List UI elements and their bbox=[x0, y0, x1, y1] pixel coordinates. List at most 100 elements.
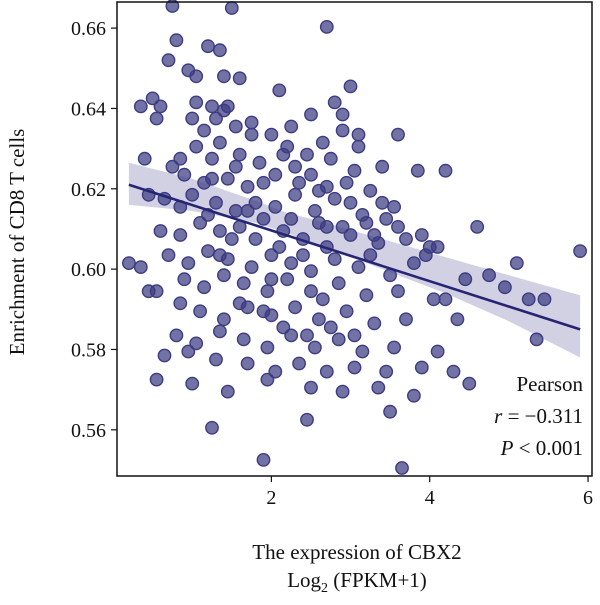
data-point-36 bbox=[252, 155, 267, 170]
data-point-167 bbox=[351, 139, 366, 154]
data-point-106 bbox=[288, 300, 302, 315]
data-point-155 bbox=[482, 268, 496, 283]
data-point-91 bbox=[216, 268, 231, 283]
data-point-137 bbox=[304, 380, 318, 395]
data-point-153 bbox=[509, 256, 524, 270]
data-point-42 bbox=[410, 163, 425, 178]
stat-p: P < 0.001 bbox=[500, 436, 583, 460]
data-point-2 bbox=[319, 20, 334, 34]
data-point-149 bbox=[133, 260, 148, 274]
x-tick-label-0: 2 bbox=[266, 487, 276, 509]
data-point-62 bbox=[327, 191, 342, 206]
data-point-117 bbox=[307, 340, 322, 355]
data-point-120 bbox=[387, 340, 401, 355]
data-point-200 bbox=[240, 203, 255, 218]
data-point-193 bbox=[304, 167, 318, 182]
data-point-93 bbox=[260, 284, 275, 299]
data-point-109 bbox=[367, 316, 382, 331]
data-point-64 bbox=[379, 211, 394, 226]
plot-frame bbox=[116, 1, 593, 477]
data-point-18 bbox=[304, 107, 318, 122]
data-point-178 bbox=[232, 296, 247, 311]
data-point-146 bbox=[395, 461, 409, 475]
data-point-131 bbox=[414, 360, 429, 375]
data-point-60 bbox=[288, 187, 302, 202]
data-point-11 bbox=[343, 79, 358, 94]
data-point-61 bbox=[307, 203, 322, 218]
data-point-166 bbox=[335, 123, 350, 138]
data-point-70 bbox=[256, 211, 271, 226]
data-point-179 bbox=[256, 304, 271, 319]
data-point-97 bbox=[359, 288, 374, 303]
data-point-135 bbox=[220, 384, 235, 399]
data-point-35 bbox=[232, 147, 247, 162]
data-point-136 bbox=[260, 372, 275, 387]
stat-r: r = −0.311 bbox=[494, 404, 583, 428]
data-point-187 bbox=[244, 127, 259, 142]
data-point-134 bbox=[185, 376, 200, 391]
data-point-199 bbox=[205, 171, 219, 186]
data-point-202 bbox=[311, 215, 326, 230]
data-point-89 bbox=[177, 272, 192, 287]
data-point-204 bbox=[367, 228, 382, 242]
data-point-138 bbox=[335, 384, 350, 399]
y-tick-label-1: 0.58 bbox=[71, 339, 106, 361]
data-point-143 bbox=[300, 412, 314, 427]
data-point-122 bbox=[157, 348, 172, 363]
data-point-164 bbox=[418, 248, 433, 263]
data-point-94 bbox=[280, 272, 295, 287]
data-point-38 bbox=[300, 147, 314, 162]
data-point-171 bbox=[224, 232, 239, 246]
data-point-40 bbox=[347, 163, 362, 178]
data-point-162 bbox=[450, 312, 465, 327]
data-point-186 bbox=[228, 159, 243, 174]
data-point-118 bbox=[331, 332, 346, 347]
data-point-192 bbox=[288, 159, 302, 174]
data-point-140 bbox=[406, 388, 421, 403]
data-point-5 bbox=[212, 43, 227, 58]
data-point-13 bbox=[153, 99, 168, 114]
data-point-27 bbox=[197, 123, 212, 138]
data-point-46 bbox=[240, 179, 255, 194]
data-point-57 bbox=[228, 203, 243, 218]
regression-line bbox=[128, 183, 581, 331]
data-point-165 bbox=[406, 256, 421, 270]
stat-p-label: P bbox=[500, 436, 514, 460]
data-point-156 bbox=[497, 280, 512, 295]
data-point-28 bbox=[212, 135, 227, 150]
data-point-95 bbox=[304, 284, 318, 299]
data-point-82 bbox=[244, 260, 259, 274]
data-point-3 bbox=[169, 33, 184, 48]
data-point-45 bbox=[220, 171, 235, 186]
data-point-20 bbox=[149, 111, 164, 126]
data-point-145 bbox=[256, 452, 271, 467]
data-point-9 bbox=[216, 69, 231, 84]
data-point-39 bbox=[323, 151, 338, 166]
data-point-86 bbox=[327, 252, 342, 267]
data-point-189 bbox=[185, 111, 200, 126]
data-point-43 bbox=[177, 167, 192, 182]
data-point-65 bbox=[153, 224, 168, 238]
data-point-102 bbox=[193, 304, 208, 319]
data-point-14 bbox=[189, 95, 204, 110]
data-point-87 bbox=[351, 260, 366, 274]
data-point-33 bbox=[189, 139, 204, 154]
data-point-121 bbox=[430, 344, 445, 359]
data-point-183 bbox=[347, 328, 362, 343]
data-point-173 bbox=[272, 240, 287, 254]
stat-r-value: = −0.311 bbox=[502, 404, 583, 428]
data-point-181 bbox=[300, 328, 314, 343]
data-point-206 bbox=[430, 240, 445, 254]
data-point-174 bbox=[296, 248, 310, 263]
data-point-113 bbox=[212, 324, 227, 339]
data-point-19 bbox=[327, 95, 342, 110]
data-point-6 bbox=[161, 53, 176, 68]
data-point-10 bbox=[232, 71, 247, 86]
data-point-115 bbox=[260, 340, 275, 355]
data-point-79 bbox=[181, 256, 196, 270]
data-point-195 bbox=[375, 195, 390, 210]
data-point-34 bbox=[205, 151, 219, 166]
data-point-185 bbox=[264, 272, 279, 287]
data-point-1 bbox=[224, 1, 239, 15]
